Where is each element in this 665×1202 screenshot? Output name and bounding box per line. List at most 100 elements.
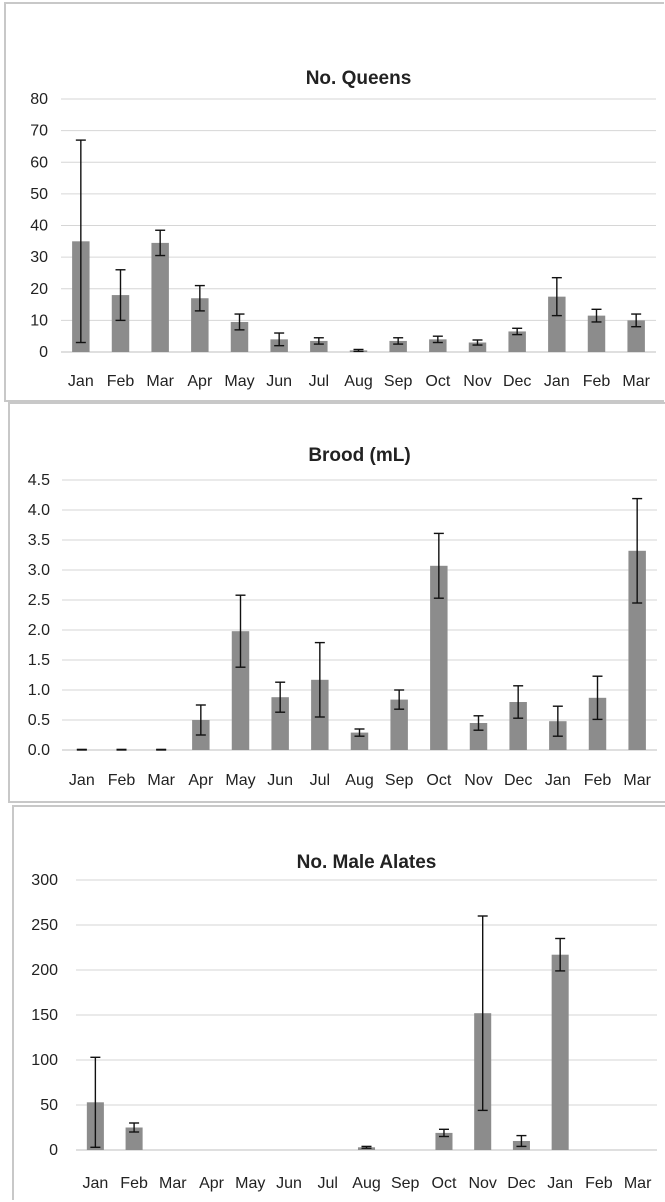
bar <box>271 697 289 750</box>
x-tick-label: Jun <box>267 772 293 789</box>
error-bar <box>591 308 602 323</box>
x-tick-label: Aug <box>344 373 372 390</box>
bar <box>151 242 169 352</box>
bar <box>310 340 328 352</box>
bar <box>508 331 526 352</box>
error-bar <box>195 704 206 736</box>
x-tick-label: Feb <box>120 1175 148 1192</box>
x-tick-label: Jul <box>309 373 329 390</box>
chart-male-alates: No. Male Alates 0 50 100 150 200 250 300 Jan Feb M… <box>31 852 657 1192</box>
x-tick-label: Feb <box>583 373 611 390</box>
bar <box>587 315 606 352</box>
y-tick-label: 40 <box>30 218 48 235</box>
y-tick-label: 2.5 <box>28 592 50 609</box>
error-bar <box>551 276 562 317</box>
error-bar <box>555 937 566 972</box>
y-tick-label: 150 <box>31 1007 58 1024</box>
x-tick-label: Jan <box>545 772 571 789</box>
x-tick-label: Jul <box>318 1175 338 1192</box>
bar <box>627 320 645 352</box>
chart-title: No. Male Alates <box>297 852 437 873</box>
x-tick-label: Feb <box>584 772 612 789</box>
error-bar <box>516 1134 527 1148</box>
chart-panel-queens: No. Queens 0 10 20 30 40 50 60 70 80 Jan Feb Mar Apr M… <box>4 2 664 402</box>
y-tick-label: 30 <box>30 249 48 266</box>
y-tick-label: 200 <box>31 962 58 979</box>
y-tick-label: 250 <box>31 917 58 934</box>
chart-title: Brood (mL) <box>308 445 410 466</box>
error-bar <box>432 335 443 344</box>
error-bar <box>512 327 523 336</box>
x-tick-label: Jul <box>310 772 330 789</box>
y-tick-label: 0 <box>49 1142 58 1159</box>
x-tick-label: Jan <box>69 772 95 789</box>
error-bar <box>354 728 365 737</box>
error-bar <box>76 748 87 751</box>
x-tick-label: Mar <box>624 1175 652 1192</box>
x-tick-label: Feb <box>108 772 136 789</box>
error-bar <box>194 284 205 312</box>
bar <box>551 954 569 1150</box>
y-tick-label: 3.0 <box>28 562 50 579</box>
error-bar <box>361 1145 372 1149</box>
bar <box>430 565 448 750</box>
y-tick-label: 10 <box>30 312 48 329</box>
bar <box>191 298 209 352</box>
bar <box>588 697 607 750</box>
x-tick-label: Mar <box>622 373 650 390</box>
y-tick-label: 100 <box>31 1052 58 1069</box>
y-tick-label: 80 <box>30 91 48 108</box>
x-tick-label: Apr <box>199 1175 225 1192</box>
x-tick-label: Mar <box>146 373 174 390</box>
bar <box>390 699 408 750</box>
y-tick-label: 60 <box>30 154 48 171</box>
x-tick-label: Jun <box>266 373 292 390</box>
x-tick-label: Apr <box>188 772 214 789</box>
bar <box>231 631 250 750</box>
y-tick-label: 1.5 <box>28 652 50 669</box>
error-bar <box>115 269 126 322</box>
error-bar <box>473 715 484 731</box>
bar <box>111 295 130 352</box>
bar <box>468 342 487 352</box>
x-tick-label: Apr <box>187 373 213 390</box>
error-bar <box>438 1128 449 1138</box>
y-tick-label: 20 <box>30 281 48 298</box>
error-bar <box>235 594 246 668</box>
error-bar <box>234 313 245 331</box>
y-tick-label: 4.0 <box>28 502 50 519</box>
error-bar <box>116 748 127 751</box>
error-bar <box>75 139 86 344</box>
x-tick-label: Sep <box>384 373 413 390</box>
error-bar <box>129 1122 140 1133</box>
error-bar <box>353 348 364 353</box>
x-tick-label: May <box>224 373 254 390</box>
x-tick-label: Jan <box>68 373 94 390</box>
bar <box>125 1127 143 1150</box>
x-tick-label: Feb <box>585 1175 613 1192</box>
error-bar <box>513 685 524 719</box>
y-tick-label: 0.0 <box>28 742 50 759</box>
error-bar <box>592 675 603 721</box>
y-tick-label: 50 <box>30 186 48 203</box>
error-bar <box>433 532 444 599</box>
x-tick-label: Mar <box>623 772 651 789</box>
error-bar <box>632 497 643 604</box>
error-bar <box>275 681 286 713</box>
bar <box>548 296 566 352</box>
chart-panel-brood: Brood (mL) 0.0 0.5 1.0 1.5 2.0 2.5 3.0 3.5 4.0 4.5… <box>8 402 665 803</box>
error-bar <box>477 915 488 1112</box>
error-bar <box>631 313 642 328</box>
x-tick-label: Jan <box>82 1175 108 1192</box>
x-tick-label: Dec <box>504 772 532 789</box>
y-tick-label: 1.0 <box>28 682 50 699</box>
chart-queens: No. Queens 0 10 20 30 40 50 60 70 80 Jan Feb Mar Apr M… <box>30 68 656 390</box>
y-tick-label: 50 <box>40 1097 58 1114</box>
x-tick-label: Mar <box>147 772 175 789</box>
bar <box>509 702 527 750</box>
x-tick-label: Oct <box>432 1175 457 1192</box>
y-tick-label: 3.5 <box>28 532 50 549</box>
x-tick-label: Oct <box>425 373 450 390</box>
x-tick-label: Dec <box>507 1175 535 1192</box>
y-tick-label: 70 <box>30 123 48 140</box>
